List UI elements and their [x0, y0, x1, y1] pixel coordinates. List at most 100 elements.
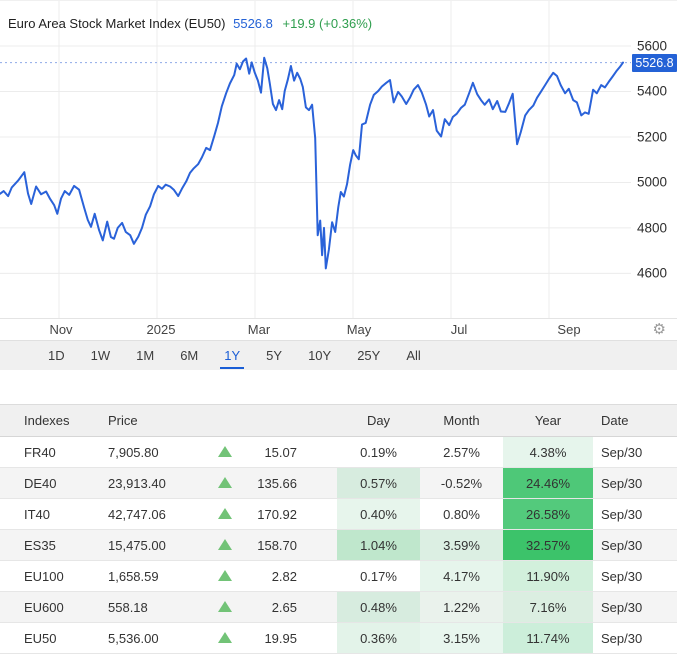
x-axis-tick: Sep: [557, 322, 581, 337]
direction-cell: [210, 591, 240, 623]
col-header-date: Date: [593, 404, 677, 437]
col-header-price: Price: [100, 404, 210, 437]
range-button-10y[interactable]: 10Y: [308, 348, 332, 363]
month-percent: 3.15%: [420, 622, 503, 654]
table-row-fr40[interactable]: FR40 7,905.80 15.07 0.19% 2.57% 4.38% Sep/30: [0, 436, 677, 468]
date-value: Sep/30: [593, 622, 677, 654]
table-header-row: Indexes Price Day Month Year Date: [0, 404, 677, 437]
change-value: 19.95: [240, 622, 337, 654]
x-axis: Nov 2025 Mar May Jul Sep ⚙: [0, 318, 677, 341]
direction-cell: [210, 560, 240, 592]
month-percent: -0.52%: [420, 467, 503, 499]
month-percent: 2.57%: [420, 436, 503, 468]
up-arrow-icon: [218, 445, 232, 457]
month-percent: 1.22%: [420, 591, 503, 623]
change-value: 2.82: [240, 560, 337, 592]
up-arrow-icon: [218, 507, 232, 519]
index-name[interactable]: EU600: [0, 591, 100, 623]
chart-header: Euro Area Stock Market Index (EU50) 5526…: [8, 16, 372, 31]
index-price: 1,658.59: [100, 560, 210, 592]
y-axis-tick: 4800: [637, 220, 668, 236]
x-axis-tick: Mar: [247, 322, 271, 337]
day-percent: 0.19%: [337, 436, 420, 468]
index-name[interactable]: DE40: [0, 467, 100, 499]
year-percent: 24.46%: [503, 467, 593, 499]
y-axis-tick: 5200: [637, 129, 668, 145]
index-name[interactable]: IT40: [0, 498, 100, 530]
x-axis-tick: May: [346, 322, 372, 337]
price-change: +19.9 (+0.36%): [282, 16, 373, 31]
table-row-it40[interactable]: IT40 42,747.06 170.92 0.40% 0.80% 26.58% Sep/3…: [0, 498, 677, 530]
price-chart[interactable]: Euro Area Stock Market Index (EU50) 5526…: [0, 0, 677, 319]
index-name[interactable]: EU50: [0, 622, 100, 654]
index-name[interactable]: ES35: [0, 529, 100, 561]
line-chart-canvas[interactable]: [0, 1, 677, 319]
range-button-5y[interactable]: 5Y: [266, 348, 283, 363]
up-arrow-icon: [218, 569, 232, 581]
table-row-es35[interactable]: ES35 15,475.00 158.70 1.04% 3.59% 32.57% Sep/3…: [0, 529, 677, 561]
y-axis-tick: 5000: [637, 174, 668, 190]
last-price-badge: 5526.8: [632, 53, 677, 72]
year-percent: 11.74%: [503, 622, 593, 654]
direction-cell: [210, 436, 240, 468]
day-percent: 0.17%: [337, 560, 420, 592]
table-row-eu600[interactable]: EU600 558.18 2.65 0.48% 1.22% 7.16% Sep/30: [0, 591, 677, 623]
up-arrow-icon: [218, 476, 232, 488]
chart-settings-gear-icon[interactable]: ⚙: [652, 321, 666, 338]
index-name[interactable]: FR40: [0, 436, 100, 468]
day-percent: 1.04%: [337, 529, 420, 561]
x-axis-tick: Jul: [450, 322, 468, 337]
month-percent: 3.59%: [420, 529, 503, 561]
direction-cell: [210, 498, 240, 530]
year-percent: 7.16%: [503, 591, 593, 623]
y-axis-tick: 4600: [637, 265, 668, 281]
date-value: Sep/30: [593, 467, 677, 499]
month-percent: 4.17%: [420, 560, 503, 592]
up-arrow-icon: [218, 600, 232, 612]
range-toolbar: 1D 1W 1M 6M 1Y 5Y 10Y 25Y All: [0, 341, 677, 370]
day-percent: 0.57%: [337, 467, 420, 499]
x-axis-tick: 2025: [146, 322, 176, 337]
date-value: Sep/30: [593, 498, 677, 530]
date-value: Sep/30: [593, 560, 677, 592]
x-axis-tick: Nov: [49, 322, 73, 337]
year-percent: 11.90%: [503, 560, 593, 592]
col-header-year: Year: [503, 404, 593, 437]
last-price: 5526.8: [233, 16, 273, 31]
index-price: 7,905.80: [100, 436, 210, 468]
y-axis-tick: 5600: [637, 38, 668, 54]
up-arrow-icon: [218, 631, 232, 643]
month-percent: 0.80%: [420, 498, 503, 530]
range-button-1w[interactable]: 1W: [90, 348, 111, 363]
index-price: 42,747.06: [100, 498, 210, 530]
day-percent: 0.48%: [337, 591, 420, 623]
index-price: 5,536.00: [100, 622, 210, 654]
table-row-eu50[interactable]: EU50 5,536.00 19.95 0.36% 3.15% 11.74% Sep/30: [0, 622, 677, 654]
index-price: 23,913.40: [100, 467, 210, 499]
range-button-1d[interactable]: 1D: [48, 348, 65, 363]
year-percent: 32.57%: [503, 529, 593, 561]
change-value: 15.07: [240, 436, 337, 468]
table-row-de40[interactable]: DE40 23,913.40 135.66 0.57% -0.52% 24.46% Sep/…: [0, 467, 677, 499]
instrument-name: Euro Area Stock Market Index (EU50): [8, 16, 226, 31]
direction-cell: [210, 529, 240, 561]
index-price: 15,475.00: [100, 529, 210, 561]
range-button-1m[interactable]: 1M: [136, 348, 155, 363]
index-name[interactable]: EU100: [0, 560, 100, 592]
day-percent: 0.36%: [337, 622, 420, 654]
price-line-series: [0, 56, 624, 270]
spacer: [0, 370, 677, 404]
indexes-table: Indexes Price Day Month Year Date FR40 7,…: [0, 404, 677, 654]
direction-cell: [210, 467, 240, 499]
range-button-25y[interactable]: 25Y: [357, 348, 381, 363]
date-value: Sep/30: [593, 436, 677, 468]
range-button-all[interactable]: All: [406, 348, 421, 363]
change-value: 158.70: [240, 529, 337, 561]
y-axis-tick: 5400: [637, 83, 668, 99]
table-row-eu100[interactable]: EU100 1,658.59 2.82 0.17% 4.17% 11.90% Sep/30: [0, 560, 677, 592]
range-button-1y[interactable]: 1Y: [220, 344, 245, 369]
change-value: 135.66: [240, 467, 337, 499]
year-percent: 4.38%: [503, 436, 593, 468]
range-button-6m[interactable]: 6M: [180, 348, 199, 363]
date-value: Sep/30: [593, 591, 677, 623]
